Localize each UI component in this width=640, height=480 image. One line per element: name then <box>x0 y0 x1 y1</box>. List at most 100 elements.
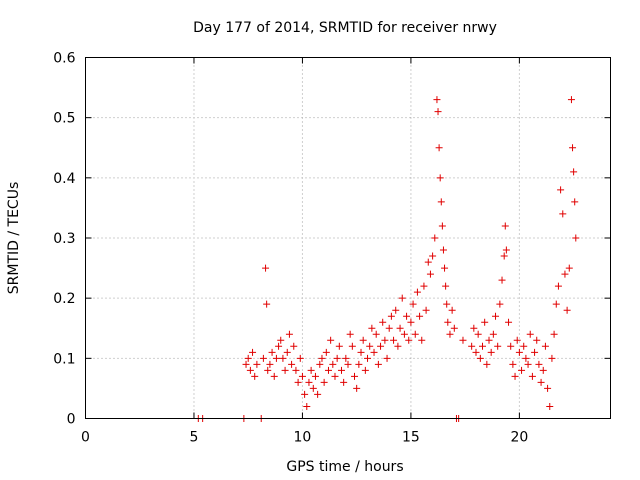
data-point <box>413 288 421 296</box>
data-point <box>368 324 376 332</box>
data-point <box>535 360 543 368</box>
data-point <box>446 330 454 338</box>
data-point <box>316 360 324 368</box>
data-point <box>481 318 489 326</box>
data-point <box>569 144 577 152</box>
data-point <box>288 360 296 368</box>
x-tick-label: 15 <box>402 430 420 446</box>
data-point <box>405 336 413 344</box>
data-point <box>544 384 552 392</box>
data-point <box>379 318 387 326</box>
data-point <box>374 360 382 368</box>
x-tick-label: 5 <box>190 430 199 446</box>
data-point <box>381 336 389 344</box>
data-point <box>263 300 271 308</box>
data-point <box>387 312 395 320</box>
data-point <box>296 354 304 362</box>
data-point <box>333 354 341 362</box>
data-point <box>385 324 393 332</box>
data-point <box>249 348 257 356</box>
data-point <box>262 264 270 272</box>
data-point <box>398 294 406 302</box>
data-point <box>498 276 506 284</box>
data-point <box>448 306 456 314</box>
data-point <box>429 252 437 260</box>
data-point <box>416 312 424 320</box>
data-point <box>524 360 532 368</box>
data-point <box>311 372 319 380</box>
data-point <box>509 360 517 368</box>
data-point <box>550 330 558 338</box>
data-point <box>450 324 458 332</box>
data-point <box>394 342 402 350</box>
data-point <box>520 342 528 350</box>
data-point <box>318 354 326 362</box>
y-tick-label: 0.5 <box>53 111 75 127</box>
data-point <box>541 342 549 350</box>
y-tick-label: 0.4 <box>53 171 75 187</box>
data-point <box>479 342 487 350</box>
data-point <box>515 348 523 356</box>
data-point <box>528 372 536 380</box>
data-point <box>476 354 484 362</box>
data-point <box>346 330 354 338</box>
data-point <box>342 354 350 362</box>
data-point <box>355 360 363 368</box>
data-point <box>337 366 345 374</box>
data-point <box>407 318 415 326</box>
y-tick-label: 0.1 <box>53 351 75 367</box>
data-point <box>571 198 579 206</box>
data-point <box>548 354 556 362</box>
data-point <box>436 174 444 182</box>
data-point <box>403 312 411 320</box>
data-point <box>438 222 446 230</box>
data-point <box>531 348 539 356</box>
data-point <box>392 306 400 314</box>
data-point <box>470 324 478 332</box>
data-point <box>526 330 534 338</box>
data-point <box>322 348 330 356</box>
data-point <box>370 348 378 356</box>
data-point <box>290 342 298 350</box>
y-tick-label: 0 <box>67 412 76 428</box>
data-point <box>507 342 515 350</box>
data-point <box>513 336 521 344</box>
data-point <box>561 270 569 278</box>
y-tick-label: 0.3 <box>53 231 75 247</box>
data-point <box>489 330 497 338</box>
data-point <box>572 234 580 242</box>
data-point <box>364 354 372 362</box>
data-point <box>434 108 442 116</box>
data-point <box>567 96 575 104</box>
data-point <box>266 360 274 368</box>
tick-layer: 0 0.1 0.2 0.3 0.4 0.5 0.6 0 5 10 15 20 <box>53 51 611 446</box>
data-point <box>324 366 332 374</box>
data-point <box>246 366 254 374</box>
data-point <box>546 402 554 410</box>
data-point <box>554 282 562 290</box>
data-point <box>390 336 398 344</box>
data-point <box>500 252 508 260</box>
data-point <box>492 312 500 320</box>
data-point <box>344 360 352 368</box>
data-point <box>443 300 451 308</box>
data-point <box>359 336 367 344</box>
data-point <box>472 348 480 356</box>
data-point <box>411 330 419 338</box>
data-point <box>570 168 578 176</box>
data-point <box>433 96 441 104</box>
data-point <box>474 330 482 338</box>
data-point <box>563 306 571 314</box>
data-point <box>253 360 261 368</box>
data-point <box>444 318 452 326</box>
y-axis-label: SRMTID / TECUs <box>6 182 22 295</box>
data-point <box>502 246 510 254</box>
data-point <box>494 342 502 350</box>
y-tick-label: 0.2 <box>53 291 75 307</box>
data-point <box>501 222 509 230</box>
data-point <box>357 348 365 356</box>
data-point <box>366 342 374 350</box>
data-point <box>426 270 434 278</box>
